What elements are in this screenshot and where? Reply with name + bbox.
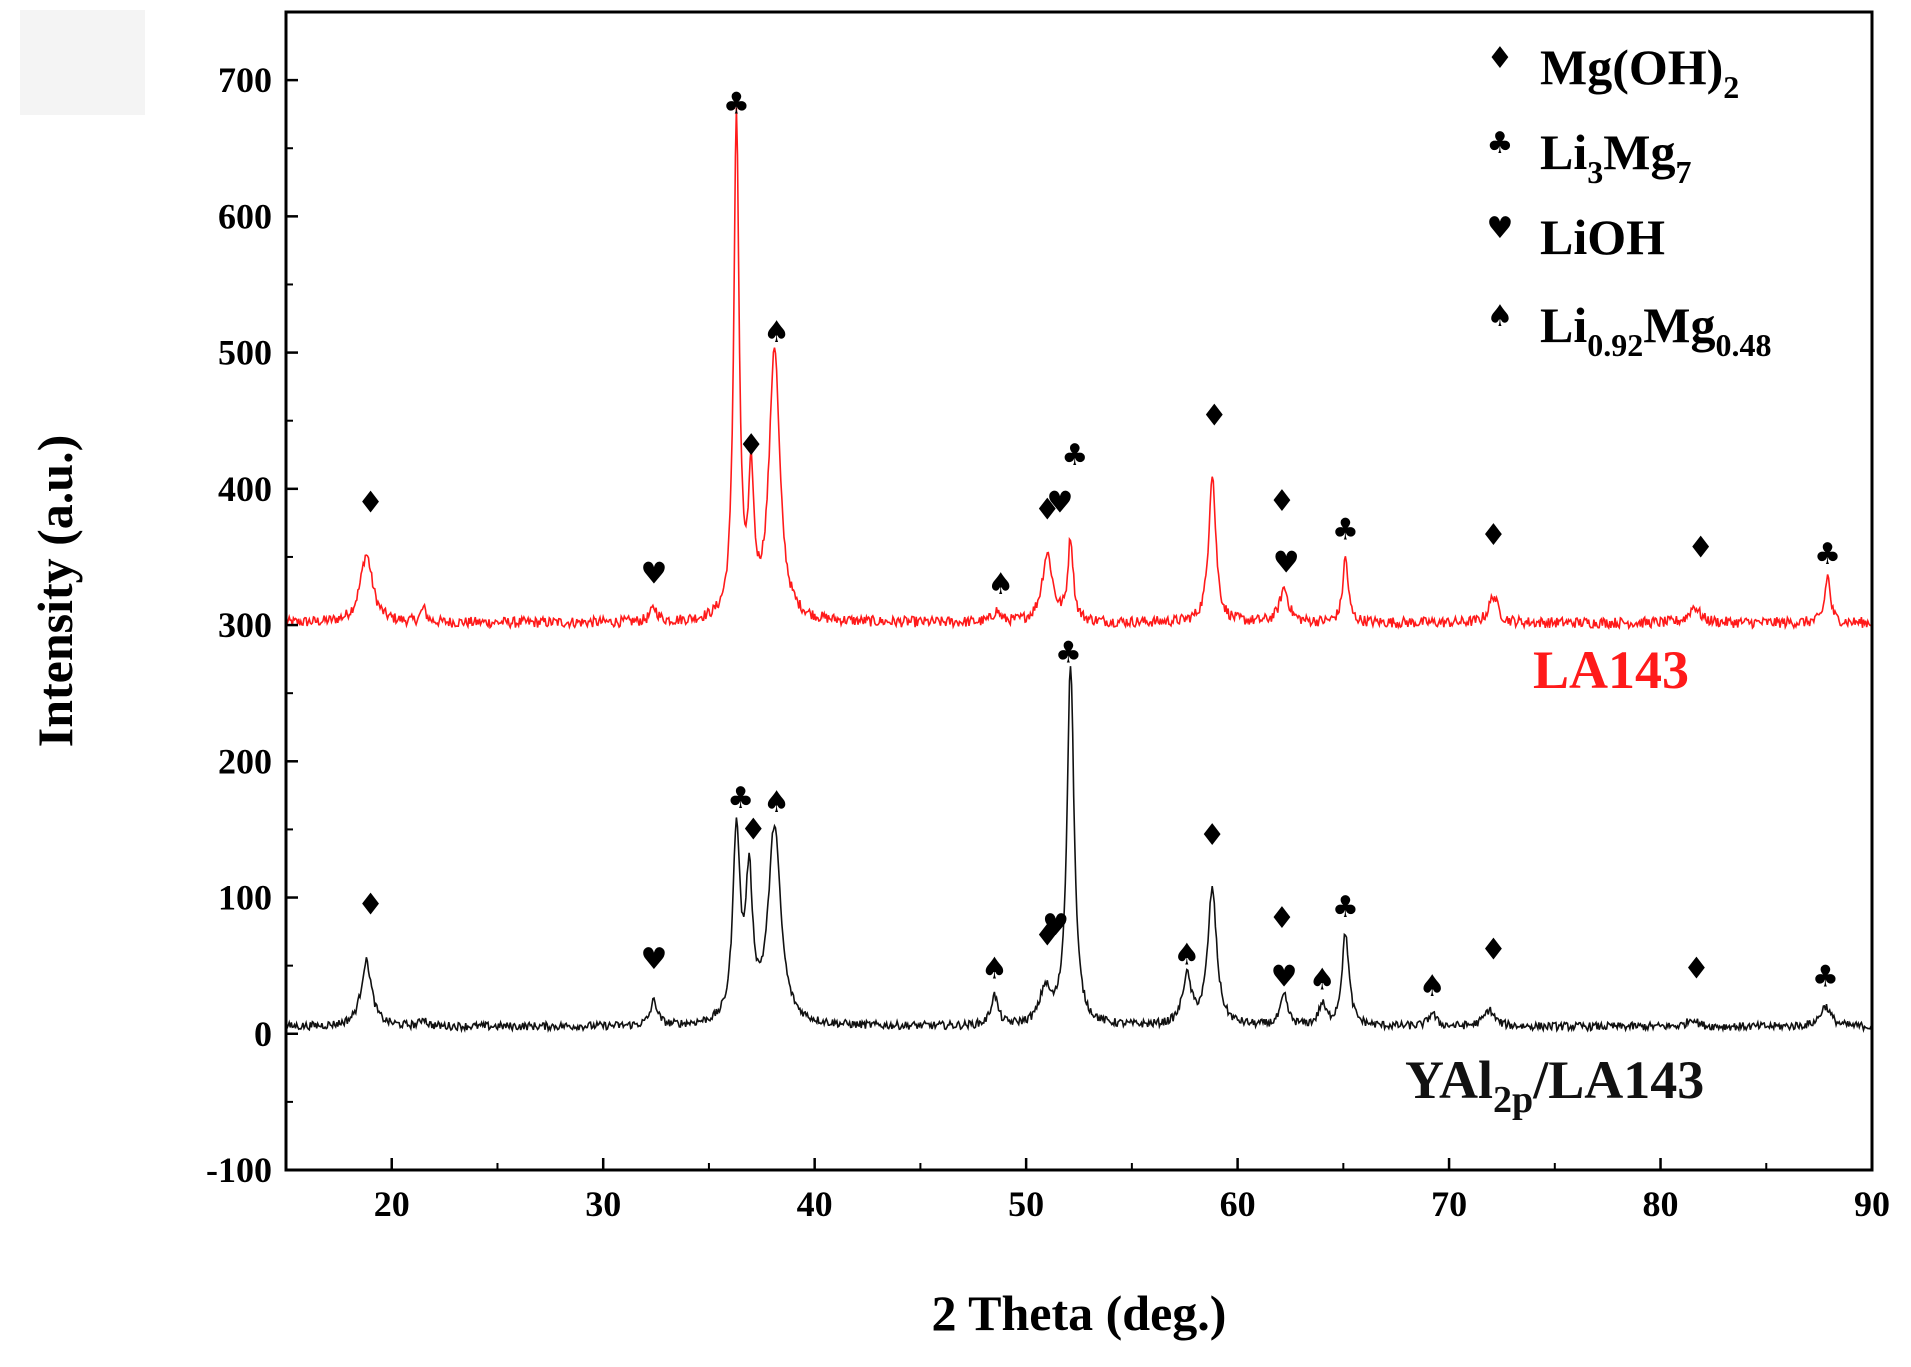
peak-marker: ♠: [1419, 969, 1446, 1004]
peak-marker: ♥: [640, 556, 667, 591]
peak-marker: ♥: [1047, 485, 1074, 520]
legend: ♦ Mg(OH)2 ♣ Li3Mg7 ♥ LiOH ♠ Li0.92Mg0.48: [1487, 39, 1772, 363]
peak-marker: ♦: [1683, 951, 1710, 986]
peak-marker: ♦: [357, 485, 384, 520]
legend-item: ♦ Mg(OH)2: [1487, 39, 1740, 105]
legend-symbol: ♠: [1487, 299, 1514, 334]
y-tick-label: 600: [218, 196, 272, 236]
peak-marker: ♦: [1480, 518, 1507, 553]
peak-marker: ♦: [1269, 901, 1296, 936]
peak-marker: ♥: [1273, 545, 1300, 580]
legend-item: ♣ Li3Mg7: [1487, 124, 1692, 190]
legend-label: Li0.92Mg0.48: [1540, 297, 1771, 363]
peak-marker: ♠: [763, 315, 790, 350]
plot-frame: [284, 10, 1874, 1172]
x-tick-label: 50: [1008, 1184, 1044, 1224]
peak-marker: ♠: [987, 567, 1014, 602]
y-tick-label: -100: [206, 1150, 272, 1190]
peak-marker: ♦: [1034, 492, 1061, 527]
series-label-yal2p-la143: YAl2p/LA143: [1405, 1050, 1704, 1121]
peak-marker: ♣: [1332, 890, 1359, 925]
legend-item: ♥ LiOH: [1487, 209, 1666, 265]
peak-marker: ♦: [738, 428, 765, 463]
legend-symbol: ♣: [1487, 126, 1514, 161]
peak-marker: ♦: [1480, 932, 1507, 967]
peak-marker: ♣: [723, 86, 750, 121]
peak-marker: ♥: [640, 942, 667, 977]
y-tick-label: 0: [254, 1014, 272, 1054]
corner-patch: [20, 10, 145, 115]
y-axis-title: Intensity (a.u.): [27, 435, 83, 748]
y-tick-label: 400: [218, 469, 272, 509]
x-tick-label: 70: [1431, 1184, 1467, 1224]
peak-marker: ♣: [727, 781, 754, 816]
x-tick-label: 90: [1854, 1184, 1890, 1224]
peak-marker: ♠: [763, 785, 790, 820]
peak-marker: ♦: [1687, 530, 1714, 565]
peak-marker: ♠: [1309, 962, 1336, 997]
series-line: [285, 666, 1873, 1034]
peak-marker: ♣: [1061, 438, 1088, 473]
peak-marker: ♠: [981, 951, 1008, 986]
peak-marker: ♠: [1173, 938, 1200, 973]
y-tick-label: 500: [218, 333, 272, 373]
peak-marker: ♦: [357, 887, 384, 922]
y-tick-label: 200: [218, 741, 272, 781]
marker-layer: ♦♥♣♦♠♠♦♥♣♦♦♥♣ ♦ ♦ ♣♦♥♣♦♠♠♦♥♣♠♦♦♥ ♠♣♠♦♦ ♣: [357, 86, 1841, 1004]
legend-symbol: ♥: [1487, 211, 1514, 246]
y-tick-label: 300: [218, 605, 272, 645]
legend-label: LiOH: [1540, 209, 1665, 265]
series-layer: [285, 107, 1873, 1034]
legend-label: Mg(OH)2: [1540, 39, 1739, 105]
peak-marker: ♣: [1812, 960, 1839, 995]
series-line: [285, 107, 1873, 631]
peak-marker: ♦: [1201, 398, 1228, 433]
peak-marker: ♣: [1814, 537, 1841, 572]
legend-item: ♠ Li0.92Mg0.48: [1487, 297, 1772, 363]
x-tick-label: 80: [1643, 1184, 1679, 1224]
peak-marker: ♥: [1271, 960, 1298, 995]
series-label-layer: LA143 YAl2p/LA143: [1405, 640, 1704, 1121]
x-tick-label: 30: [585, 1184, 621, 1224]
tick-layer: 20 30 40 50 60 70 80 90 -100 0 100 200 300 400 500 600 7…: [206, 60, 1890, 1224]
x-tick-label: 20: [374, 1184, 410, 1224]
legend-symbol: ♦: [1487, 41, 1514, 76]
peak-marker: ♣: [1332, 513, 1359, 548]
peak-marker: ♦: [1199, 818, 1226, 853]
series-label-la143: LA143: [1533, 640, 1689, 700]
x-axis-title: 2 Theta (deg.): [932, 1285, 1227, 1341]
peak-marker: ♦: [1269, 484, 1296, 519]
peak-marker: ♣: [1055, 635, 1082, 670]
peak-marker: ♥: [1042, 908, 1069, 943]
legend-label: Li3Mg7: [1540, 124, 1691, 190]
peak-marker: ♦: [1034, 919, 1061, 954]
y-tick-label: 100: [218, 878, 272, 918]
x-tick-label: 60: [1220, 1184, 1256, 1224]
x-tick-label: 40: [797, 1184, 833, 1224]
y-tick-label: 700: [218, 60, 272, 100]
peak-marker: ♦: [740, 812, 767, 847]
